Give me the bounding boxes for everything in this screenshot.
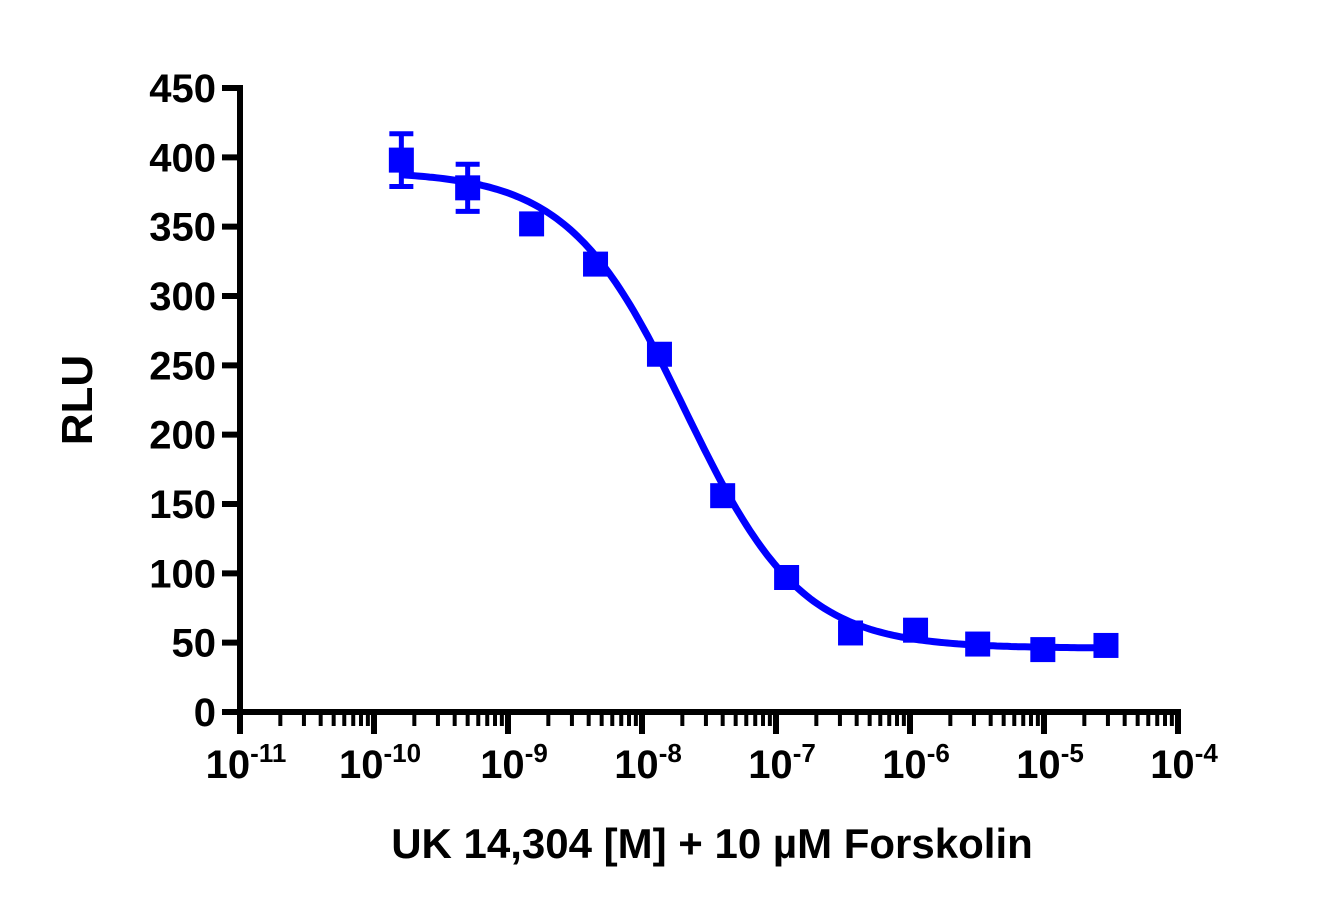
y-tick-label: 300: [149, 275, 216, 319]
data-point: [1093, 632, 1119, 658]
x-tick-base: 10: [1016, 743, 1061, 787]
x-tick-label: 10-4: [1150, 738, 1218, 787]
y-ticks: 0 50 100 150 200 250 300 350 400 450: [149, 67, 240, 735]
axes: [237, 85, 1181, 715]
data-points: [388, 131, 1119, 663]
x-tick-exponent: -6: [927, 738, 950, 768]
data-point: [710, 483, 736, 509]
x-tick-exponent: -4: [1195, 738, 1219, 768]
y-axis-label: RLU: [53, 355, 102, 445]
data-point: [838, 620, 864, 646]
x-tick-label: 10-7: [748, 738, 816, 787]
data-point: [646, 341, 672, 367]
data-point: [903, 617, 929, 643]
x-tick-exponent: -7: [793, 738, 816, 768]
data-point: [455, 175, 481, 201]
x-tick-base: 10: [480, 743, 525, 787]
y-tick-label: 100: [149, 552, 216, 596]
x-tick-base: 10: [206, 743, 251, 787]
x-tick-label: 10-9: [480, 738, 548, 787]
data-point: [965, 631, 991, 657]
x-tick-exponent: -9: [525, 738, 548, 768]
x-tick-base: 10: [748, 743, 793, 787]
x-tick-exponent: -8: [659, 738, 682, 768]
y-tick-label: 250: [149, 344, 216, 388]
x-axis-label: UK 14,304 [M] + 10 µM Forskolin: [391, 820, 1033, 867]
data-point: [583, 251, 609, 277]
y-tick-label: 450: [149, 67, 216, 111]
data-point: [388, 147, 414, 173]
x-tick-label: 10-11: [206, 738, 287, 787]
y-tick-label: 350: [149, 206, 216, 250]
x-tick-base: 10: [339, 743, 384, 787]
x-tick-base: 10: [1150, 743, 1195, 787]
y-tick-label: 50: [172, 622, 217, 666]
data-point: [774, 564, 800, 590]
x-tick-exponent: -10: [383, 738, 421, 768]
data-point: [519, 211, 545, 237]
data-point: [1030, 637, 1056, 663]
x-ticks: 10-11 10-10 10-9 10-8 10-7 10-6 10-5 10-4: [206, 712, 1218, 787]
x-tick-base: 10: [882, 743, 927, 787]
x-tick-base: 10: [614, 743, 659, 787]
x-tick-exponent: -11: [250, 738, 286, 768]
x-tick-label: 10-6: [882, 738, 950, 787]
x-tick-label: 10-8: [614, 738, 682, 787]
x-tick-label: 10-10: [339, 738, 421, 787]
fit-curve: [401, 171, 1107, 652]
y-tick-label: 200: [149, 414, 216, 458]
y-tick-label: 400: [149, 136, 216, 180]
x-tick-exponent: -5: [1061, 738, 1084, 768]
y-tick-label: 0: [194, 691, 216, 735]
x-tick-label: 10-5: [1016, 738, 1084, 787]
y-tick-label: 150: [149, 483, 216, 527]
